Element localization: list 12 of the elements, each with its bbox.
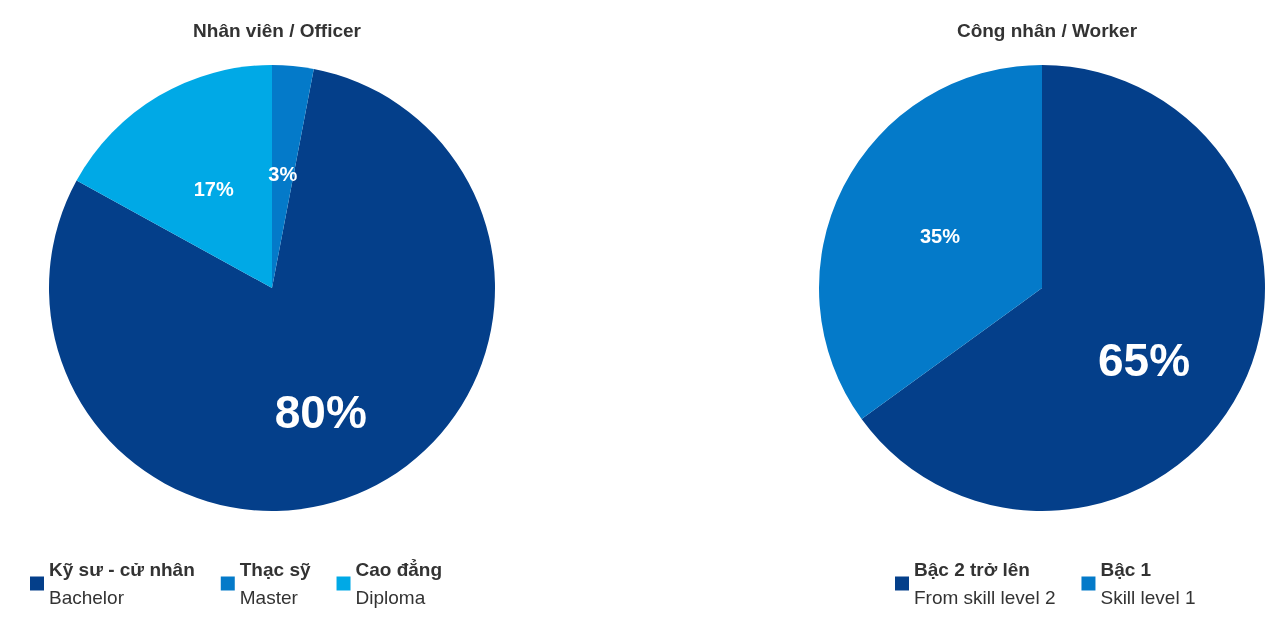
legend-label: Cao đẳng Diploma bbox=[355, 559, 443, 608]
data-label: 17% bbox=[193, 178, 234, 201]
data-label: 80% bbox=[274, 385, 367, 438]
data-label: 3% bbox=[268, 163, 298, 186]
legend-label: Kỹ sư - cử nhân Bachelor bbox=[49, 559, 195, 608]
data-label: 35% bbox=[919, 225, 961, 248]
legend-label: Bậc 1 Skill level 1 bbox=[1100, 559, 1196, 608]
legend-label: Thạc sỹ Master bbox=[239, 559, 311, 608]
chart-title: Nhân viên / Officer bbox=[193, 20, 362, 41]
legend-label: Bậc 2 trở lên From skill level 2 bbox=[914, 559, 1056, 608]
data-label: 65% bbox=[1097, 333, 1191, 386]
chart-title: Công nhân / Worker bbox=[956, 20, 1138, 41]
